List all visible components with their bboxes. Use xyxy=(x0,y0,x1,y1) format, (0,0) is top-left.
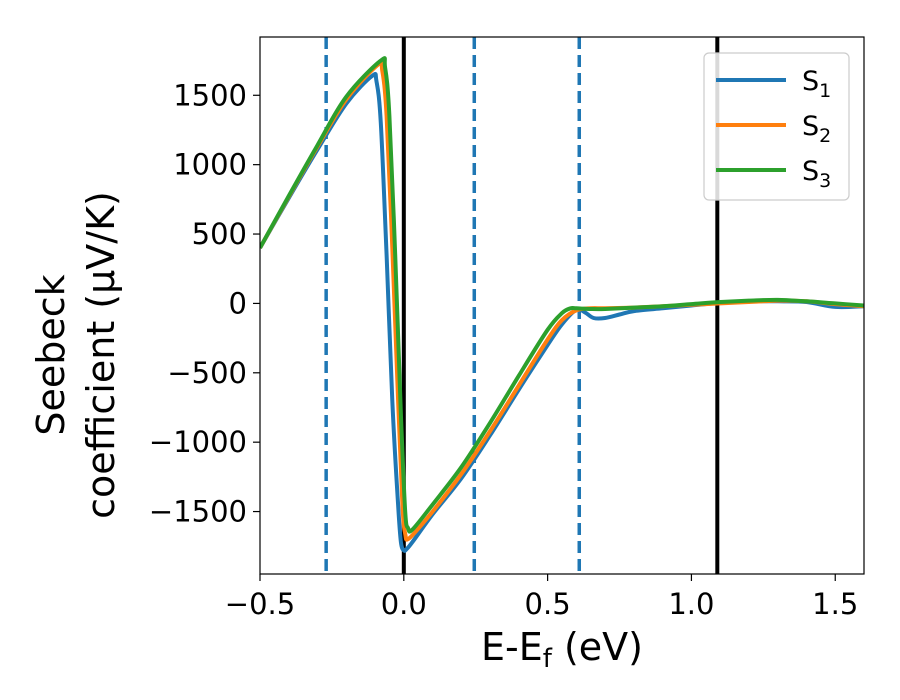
legend-label-s2: S2 xyxy=(802,111,831,147)
x-tick-label: 1.5 xyxy=(812,587,858,621)
x-tick-label: 1.0 xyxy=(668,587,714,621)
y-tick-label: −1500 xyxy=(149,495,247,529)
legend: S1 S2 S3 xyxy=(703,52,850,201)
y-tick-label: −1000 xyxy=(149,425,247,459)
x-tick-label: 0.0 xyxy=(381,587,427,621)
x-axis-label-unit: (eV) xyxy=(552,625,643,669)
axes: −0.5 0.0 0.5 1.0 1.5 −1500 −1000 −500 0 500 1000 15… xyxy=(149,36,865,621)
x-tick-label: −0.5 xyxy=(225,587,295,621)
y-tick-label: 0 xyxy=(229,286,247,320)
x-axis-label-sub: f xyxy=(543,644,553,674)
axes-frame xyxy=(259,36,865,575)
legend-label-s1: S1 xyxy=(802,66,831,102)
y-tick-label: 1000 xyxy=(173,148,247,182)
x-tick-label: 0.5 xyxy=(525,587,571,621)
y-tick-label: 500 xyxy=(192,217,247,251)
x-axis-label-main: E-E xyxy=(481,625,543,669)
y-tick-label: −500 xyxy=(167,356,247,390)
series-line-s3 xyxy=(260,56,864,534)
y-tick-label: 1500 xyxy=(173,78,247,112)
x-axis-label: E-Ef (eV) xyxy=(481,625,643,674)
y-axis-label-line2: coefficient (μV/K) xyxy=(79,191,123,519)
y-axis-label-line1: Seebeck xyxy=(29,274,73,435)
y-axis-label: Seebeck coefficient (μV/K) xyxy=(29,191,123,519)
legend-label-s3: S3 xyxy=(802,156,831,192)
